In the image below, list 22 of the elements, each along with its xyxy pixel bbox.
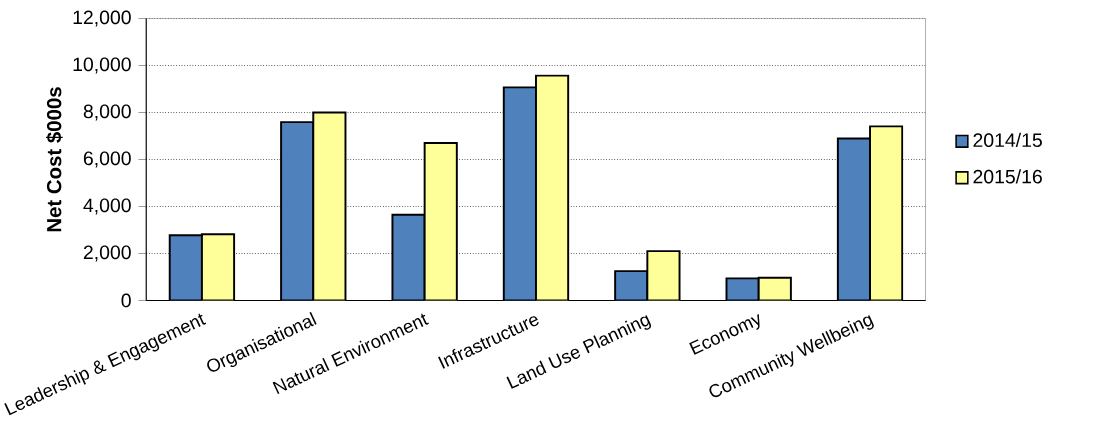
y-tick-label: 10,000 [73, 57, 131, 74]
y-tick-label: 4,000 [83, 198, 131, 215]
bar [869, 125, 904, 301]
legend-label: 2014/15 [973, 132, 1042, 148]
bar [646, 250, 681, 301]
bar [312, 111, 347, 301]
y-tick-label: 2,000 [83, 245, 131, 262]
bar [725, 277, 760, 301]
bar [168, 234, 203, 301]
bar [502, 86, 537, 301]
bar [535, 74, 570, 301]
bar [836, 137, 872, 301]
bar [423, 142, 458, 301]
y-tick-label: 6,000 [83, 151, 131, 168]
bar [280, 121, 315, 301]
y-tick-label: 0 [121, 293, 131, 308]
y-tick-label: 8,000 [83, 104, 131, 121]
bar [391, 213, 426, 301]
bar [200, 233, 236, 301]
y-axis-title: Net Cost $000s [46, 87, 63, 232]
legend-label: 2015/16 [973, 169, 1042, 184]
y-tick-label: 12,000 [73, 10, 131, 27]
